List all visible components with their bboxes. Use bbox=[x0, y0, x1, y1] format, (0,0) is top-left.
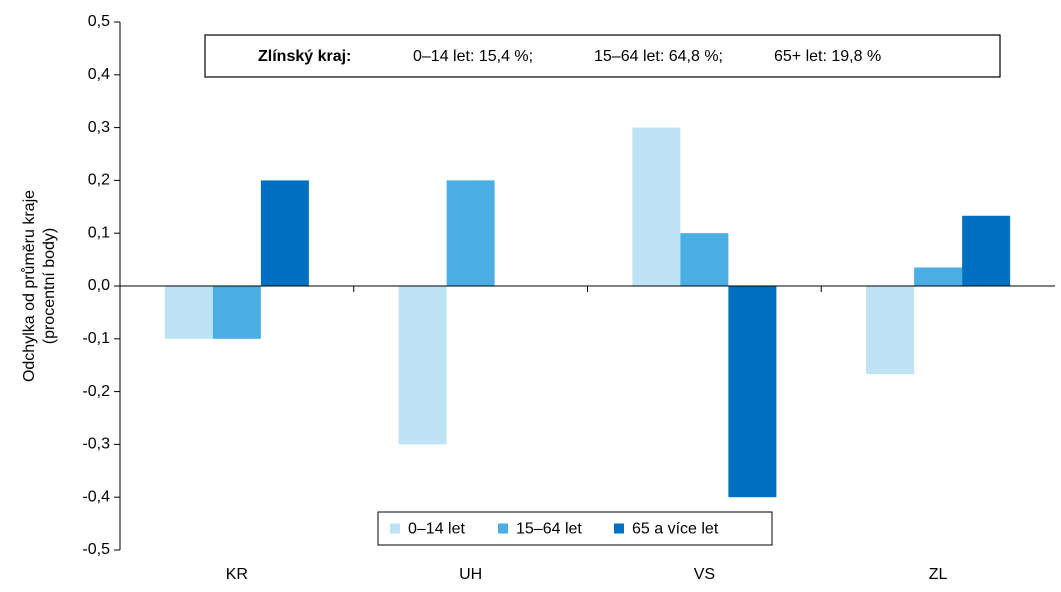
annotation-item: 15–64 let: 64,8 %; bbox=[594, 48, 723, 65]
annotation-label: Zlínský kraj: bbox=[258, 48, 351, 65]
bar bbox=[914, 267, 963, 286]
annotation-item: 0–14 let: 15,4 %; bbox=[413, 48, 533, 65]
y-tick-label: 0,1 bbox=[88, 224, 110, 241]
y-tick-label: -0,1 bbox=[82, 330, 110, 347]
y-tick-label: 0,3 bbox=[88, 119, 110, 136]
bar bbox=[260, 180, 309, 286]
x-tick-label: KR bbox=[226, 566, 248, 583]
bar bbox=[680, 233, 729, 286]
bar bbox=[632, 127, 681, 286]
y-tick-label: 0,4 bbox=[88, 66, 110, 83]
legend-box bbox=[377, 511, 773, 546]
bar bbox=[446, 180, 495, 286]
bar bbox=[728, 286, 777, 498]
legend-swatch bbox=[390, 523, 400, 534]
x-tick-label: UH bbox=[459, 566, 482, 583]
bar bbox=[212, 286, 261, 339]
y-axis-title: (procentní body) bbox=[41, 228, 58, 345]
legend-label: 15–64 let bbox=[516, 521, 582, 538]
bar bbox=[398, 286, 447, 445]
annotation-box bbox=[204, 34, 1001, 78]
y-tick-label: -0,4 bbox=[82, 488, 110, 505]
y-tick-label: -0,5 bbox=[82, 541, 110, 558]
legend-swatch bbox=[498, 523, 508, 534]
legend-label: 0–14 let bbox=[408, 521, 465, 538]
bar bbox=[962, 215, 1011, 286]
y-tick-label: 0,5 bbox=[88, 13, 110, 30]
y-axis-title: Odchylka od průměru kraje bbox=[20, 190, 38, 382]
y-tick-label: -0,2 bbox=[82, 383, 110, 400]
y-tick-label: 0,2 bbox=[88, 172, 110, 189]
x-tick-label: ZL bbox=[929, 566, 948, 583]
legend-label: 65 a více let bbox=[632, 521, 719, 538]
y-tick-label: -0,3 bbox=[82, 436, 110, 453]
y-tick-label: 0,0 bbox=[88, 277, 110, 294]
annotation-item: 65+ let: 19,8 % bbox=[774, 48, 881, 65]
x-tick-label: VS bbox=[694, 566, 715, 583]
bar bbox=[866, 286, 915, 375]
bar bbox=[164, 286, 213, 339]
legend-swatch bbox=[614, 523, 624, 534]
